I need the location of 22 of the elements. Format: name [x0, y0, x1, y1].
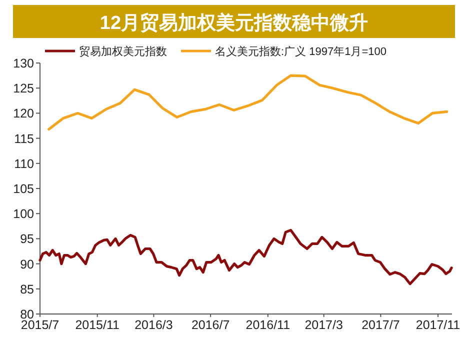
- chart-title: 12月贸易加权美元指数稳中微升: [100, 12, 368, 34]
- x-tick-label: 2015/11: [75, 318, 120, 332]
- x-tick-label: 2016/3: [134, 318, 173, 332]
- y-tick-label: 120: [13, 106, 34, 121]
- x-tick-label: 2017/11: [416, 318, 460, 332]
- y-tick-label: 85: [20, 282, 34, 296]
- x-tick-label: 2016/7: [191, 318, 230, 332]
- y-tick-label: 90: [20, 257, 34, 272]
- y-tick-label: 115: [14, 132, 34, 146]
- y-tick-label: 125: [13, 82, 34, 96]
- y-tick-label: 110: [14, 156, 34, 171]
- y-tick-label: 100: [13, 207, 34, 222]
- x-tick-label: 2017/3: [304, 318, 343, 332]
- x-tick-label: 2017/7: [362, 318, 400, 332]
- y-tick-label: 95: [20, 232, 34, 246]
- line-series: [38, 228, 453, 286]
- y-tick-label: 105: [13, 182, 34, 196]
- x-tick-label: 2016/11: [246, 318, 290, 332]
- legend-label: 贸易加权美元指数: [79, 45, 167, 58]
- y-tick-label: 130: [13, 56, 34, 70]
- legend-label: 名义美元指数:广义 1997年1月=100: [215, 45, 386, 58]
- line-series: [48, 74, 448, 131]
